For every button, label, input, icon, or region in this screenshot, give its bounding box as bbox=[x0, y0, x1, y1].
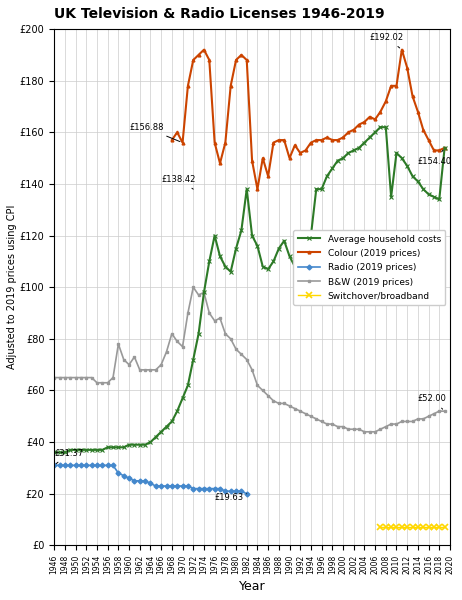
Colour (2019 prices) bbox=[442, 144, 447, 151]
Radio (2019 prices) bbox=[73, 462, 79, 469]
Radio (2019 prices) bbox=[190, 485, 196, 492]
Radio (2019 prices) bbox=[132, 477, 137, 484]
Text: £154.40: £154.40 bbox=[418, 150, 452, 166]
Radio (2019 prices) bbox=[57, 462, 62, 469]
Switchover/broadband bbox=[415, 524, 420, 531]
B&W (2019 prices) bbox=[132, 353, 137, 361]
Line: Radio (2019 prices): Radio (2019 prices) bbox=[53, 464, 249, 496]
Average household costs bbox=[271, 258, 276, 265]
Line: Colour (2019 prices): Colour (2019 prices) bbox=[170, 49, 446, 191]
B&W (2019 prices) bbox=[190, 284, 196, 291]
X-axis label: Year: Year bbox=[239, 580, 265, 593]
B&W (2019 prices) bbox=[51, 374, 57, 381]
Average household costs bbox=[180, 395, 185, 402]
Colour (2019 prices) bbox=[201, 46, 207, 53]
Switchover/broadband bbox=[389, 524, 394, 531]
Radio (2019 prices) bbox=[164, 482, 169, 490]
Colour (2019 prices) bbox=[190, 56, 196, 64]
Switchover/broadband bbox=[410, 524, 415, 531]
Colour (2019 prices) bbox=[276, 136, 282, 143]
Average household costs bbox=[265, 266, 271, 273]
Colour (2019 prices) bbox=[324, 134, 330, 141]
Switchover/broadband bbox=[394, 524, 399, 531]
Average household costs bbox=[137, 441, 143, 448]
Average household costs bbox=[410, 173, 415, 180]
Radio (2019 prices) bbox=[207, 485, 212, 492]
Radio (2019 prices) bbox=[185, 482, 191, 490]
Text: £138.42: £138.42 bbox=[161, 175, 195, 189]
Switchover/broadband bbox=[437, 524, 442, 531]
Average household costs bbox=[51, 449, 57, 456]
Text: £31.37: £31.37 bbox=[54, 449, 84, 464]
Radio (2019 prices) bbox=[233, 488, 239, 495]
Radio (2019 prices) bbox=[137, 477, 143, 484]
Line: Switchover/broadband: Switchover/broadband bbox=[377, 524, 447, 530]
Switchover/broadband bbox=[399, 524, 405, 531]
Switchover/broadband bbox=[377, 524, 383, 531]
Radio (2019 prices) bbox=[238, 488, 244, 495]
Line: Average household costs: Average household costs bbox=[52, 125, 447, 455]
Radio (2019 prices) bbox=[228, 488, 233, 495]
B&W (2019 prices) bbox=[180, 343, 185, 350]
B&W (2019 prices) bbox=[137, 366, 143, 373]
Radio (2019 prices) bbox=[126, 475, 132, 482]
Radio (2019 prices) bbox=[217, 485, 223, 492]
Y-axis label: Adjusted to 2019 prices using CPI: Adjusted to 2019 prices using CPI bbox=[7, 205, 17, 370]
Switchover/broadband bbox=[420, 524, 426, 531]
Text: £19.63: £19.63 bbox=[215, 493, 247, 502]
Text: £52.00: £52.00 bbox=[418, 394, 447, 409]
Colour (2019 prices) bbox=[255, 185, 260, 193]
Colour (2019 prices) bbox=[346, 129, 351, 136]
Colour (2019 prices) bbox=[356, 121, 362, 128]
Switchover/broadband bbox=[431, 524, 437, 531]
Switchover/broadband bbox=[404, 524, 410, 531]
Radio (2019 prices) bbox=[153, 482, 158, 490]
Radio (2019 prices) bbox=[84, 462, 89, 469]
Text: UK Television & Radio Licenses 1946-2019: UK Television & Radio Licenses 1946-2019 bbox=[54, 7, 385, 21]
Radio (2019 prices) bbox=[148, 480, 153, 487]
Radio (2019 prices) bbox=[223, 488, 228, 495]
Radio (2019 prices) bbox=[196, 485, 201, 492]
Radio (2019 prices) bbox=[116, 470, 121, 477]
Radio (2019 prices) bbox=[142, 477, 148, 484]
Text: £156.88: £156.88 bbox=[129, 124, 180, 142]
B&W (2019 prices) bbox=[362, 428, 367, 436]
Radio (2019 prices) bbox=[110, 462, 116, 469]
Colour (2019 prices) bbox=[308, 139, 314, 146]
Line: B&W (2019 prices): B&W (2019 prices) bbox=[53, 286, 446, 433]
Radio (2019 prices) bbox=[169, 482, 175, 490]
Radio (2019 prices) bbox=[175, 482, 180, 490]
Average household costs bbox=[442, 144, 447, 151]
Radio (2019 prices) bbox=[78, 462, 84, 469]
Legend: Average household costs, Colour (2019 prices), Radio (2019 prices), B&W (2019 pr: Average household costs, Colour (2019 pr… bbox=[293, 230, 445, 305]
Average household costs bbox=[377, 124, 383, 131]
Switchover/broadband bbox=[383, 524, 389, 531]
Radio (2019 prices) bbox=[212, 485, 218, 492]
Radio (2019 prices) bbox=[121, 472, 127, 479]
B&W (2019 prices) bbox=[276, 400, 282, 407]
Radio (2019 prices) bbox=[244, 490, 249, 497]
Switchover/broadband bbox=[426, 524, 432, 531]
Radio (2019 prices) bbox=[201, 485, 207, 492]
Radio (2019 prices) bbox=[67, 462, 73, 469]
Radio (2019 prices) bbox=[105, 462, 110, 469]
Radio (2019 prices) bbox=[180, 482, 185, 490]
Average household costs bbox=[132, 441, 137, 448]
Radio (2019 prices) bbox=[89, 462, 94, 469]
B&W (2019 prices) bbox=[271, 397, 276, 404]
Radio (2019 prices) bbox=[51, 462, 57, 469]
Text: £192.02: £192.02 bbox=[370, 33, 404, 48]
Radio (2019 prices) bbox=[62, 462, 67, 469]
B&W (2019 prices) bbox=[442, 407, 447, 415]
Radio (2019 prices) bbox=[94, 462, 100, 469]
Radio (2019 prices) bbox=[99, 462, 105, 469]
Colour (2019 prices) bbox=[169, 136, 175, 143]
Switchover/broadband bbox=[442, 524, 447, 531]
B&W (2019 prices) bbox=[415, 415, 420, 422]
Radio (2019 prices) bbox=[158, 482, 164, 490]
